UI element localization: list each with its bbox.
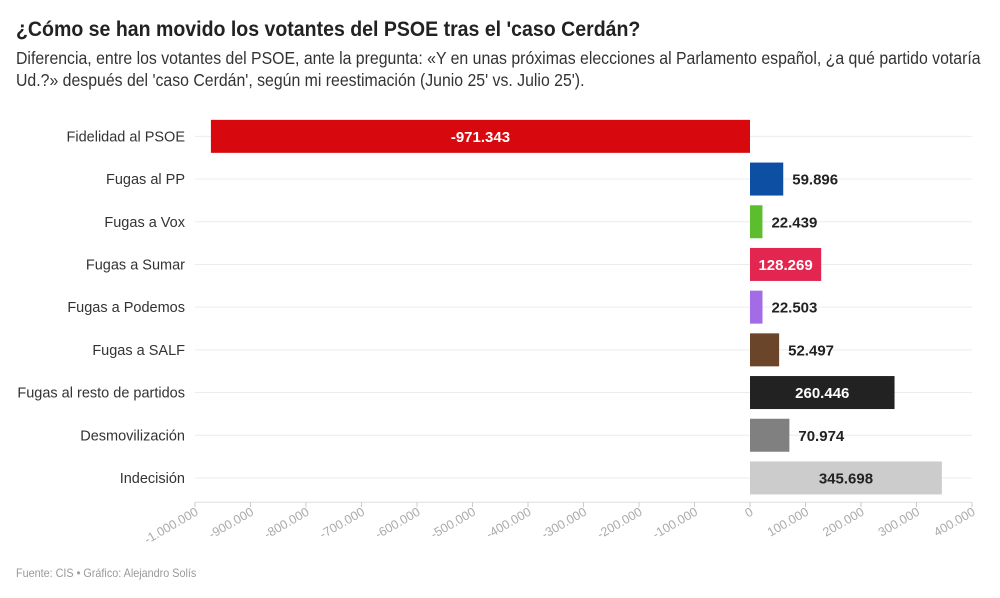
value-label: 128.269: [758, 257, 812, 274]
chart-title: ¿Cómo se han movido los votantes del PSO…: [16, 18, 641, 41]
x-tick-label: -400.000: [484, 505, 534, 542]
bar: [750, 162, 784, 196]
x-tick-label: -1.000.000: [142, 505, 201, 547]
x-tick-label: 200.000: [820, 505, 866, 540]
x-tick-label: -600.000: [373, 505, 423, 542]
x-tick-label: -200.000: [595, 505, 645, 542]
x-tick-label: -500.000: [428, 505, 478, 542]
bar: [750, 205, 763, 239]
category-label: Fugas a SALF: [92, 343, 185, 359]
grid-lines: [195, 135, 972, 503]
x-tick-label: 400.000: [931, 505, 977, 540]
category-label: Fugas al PP: [106, 172, 185, 188]
value-labels: -971.343 59.896 22.439 128.269 22.503 52.497 2…: [451, 129, 873, 488]
chart-subtitle: Diferencia, entre los votantes del PSOE,…: [16, 48, 981, 90]
bar: [750, 418, 790, 452]
value-label: 70.974: [798, 428, 845, 445]
category-label: Fugas a Sumar: [86, 257, 185, 273]
x-tick-label: -700.000: [317, 505, 367, 542]
category-label: Desmovilización: [80, 428, 185, 444]
x-tick-label: -900.000: [206, 505, 256, 542]
bar: [750, 247, 822, 281]
value-label: 345.698: [819, 470, 873, 487]
bar: [750, 333, 780, 367]
value-label: 22.439: [771, 214, 817, 231]
category-label: Fidelidad al PSOE: [67, 129, 186, 145]
category-label: Fugas a Vox: [104, 215, 185, 231]
value-label: 52.497: [788, 342, 834, 359]
bar: [210, 119, 750, 153]
x-tick-label: 100.000: [765, 505, 811, 540]
bars: [210, 119, 942, 495]
value-label: 260.446: [795, 385, 849, 402]
category-label: Fugas al resto de partidos: [17, 386, 185, 402]
category-label: Fugas a Podemos: [67, 300, 185, 316]
bar: [750, 290, 763, 324]
x-tick-label: 0: [742, 505, 755, 521]
value-label: 59.896: [792, 172, 838, 189]
category-label: Indecisión: [120, 471, 185, 487]
x-tick-label: -300.000: [539, 505, 589, 542]
bar: [750, 376, 895, 410]
category-labels: Fidelidad al PSOE Fugas al PP Fugas a Vox F…: [17, 129, 185, 487]
bar: [750, 461, 942, 495]
x-axis-tick-labels: -1.000.000 -900.000 -800.000 -700.000 -600.0…: [142, 502, 978, 547]
x-tick-label: -100.000: [650, 505, 700, 542]
value-label: 22.503: [771, 300, 817, 317]
x-tick-label: 300.000: [876, 505, 922, 540]
source-credit: Fuente: CIS • Gráfico: Alejandro Solís: [16, 566, 197, 580]
x-tick-label: -800.000: [262, 505, 312, 542]
value-label: -971.343: [451, 129, 510, 146]
bar-chart: Fidelidad al PSOE Fugas al PP Fugas a Vox F…: [17, 119, 978, 547]
